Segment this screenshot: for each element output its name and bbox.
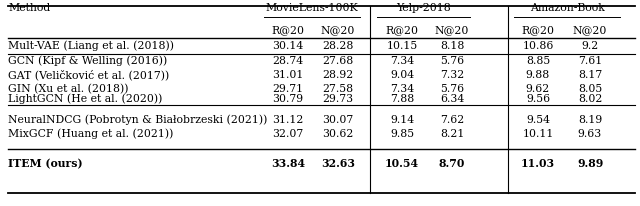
- Text: 6.34: 6.34: [440, 94, 464, 103]
- Text: 30.79: 30.79: [273, 94, 303, 103]
- Text: 8.21: 8.21: [440, 128, 464, 138]
- Text: 7.61: 7.61: [578, 56, 602, 66]
- Text: 31.01: 31.01: [272, 70, 304, 80]
- Text: LightGCN (He et al. (2020)): LightGCN (He et al. (2020)): [8, 93, 163, 103]
- Text: 32.63: 32.63: [321, 157, 355, 168]
- Text: R@20: R@20: [385, 25, 419, 35]
- Text: MovieLens-100K: MovieLens-100K: [266, 3, 358, 13]
- Text: 27.68: 27.68: [323, 56, 354, 66]
- Text: 7.32: 7.32: [440, 70, 464, 80]
- Text: N@20: N@20: [321, 25, 355, 35]
- Text: 8.17: 8.17: [578, 70, 602, 80]
- Text: R@20: R@20: [522, 25, 554, 35]
- Text: 7.34: 7.34: [390, 84, 414, 94]
- Text: 7.62: 7.62: [440, 115, 464, 124]
- Text: 8.05: 8.05: [578, 84, 602, 94]
- Text: 30.14: 30.14: [273, 41, 303, 51]
- Text: Mult-VAE (Liang et al. (2018)): Mult-VAE (Liang et al. (2018)): [8, 40, 174, 51]
- Text: 27.58: 27.58: [323, 84, 353, 94]
- Text: 10.54: 10.54: [385, 157, 419, 168]
- Text: 5.76: 5.76: [440, 56, 464, 66]
- Text: 10.86: 10.86: [522, 41, 554, 51]
- Text: 9.63: 9.63: [578, 128, 602, 138]
- Text: 8.18: 8.18: [440, 41, 464, 51]
- Text: 8.70: 8.70: [439, 157, 465, 168]
- Text: N@20: N@20: [573, 25, 607, 35]
- Text: 9.88: 9.88: [526, 70, 550, 80]
- Text: 9.85: 9.85: [390, 128, 414, 138]
- Text: MixGCF (Huang et al. (2021)): MixGCF (Huang et al. (2021)): [8, 128, 173, 138]
- Text: GAT (Veličković et al. (2017)): GAT (Veličković et al. (2017)): [8, 69, 169, 80]
- Text: 9.14: 9.14: [390, 115, 414, 124]
- Text: R@20: R@20: [271, 25, 305, 35]
- Text: 29.73: 29.73: [323, 94, 353, 103]
- Text: 8.19: 8.19: [578, 115, 602, 124]
- Text: 11.03: 11.03: [521, 157, 555, 168]
- Text: 30.07: 30.07: [323, 115, 354, 124]
- Text: 9.2: 9.2: [581, 41, 598, 51]
- Text: Method: Method: [8, 3, 51, 13]
- Text: 10.11: 10.11: [522, 128, 554, 138]
- Text: 7.88: 7.88: [390, 94, 414, 103]
- Text: 30.62: 30.62: [323, 128, 354, 138]
- Text: 9.54: 9.54: [526, 115, 550, 124]
- Text: 28.92: 28.92: [323, 70, 354, 80]
- Text: 9.04: 9.04: [390, 70, 414, 80]
- Text: 29.71: 29.71: [273, 84, 303, 94]
- Text: GIN (Xu et al. (2018)): GIN (Xu et al. (2018)): [8, 83, 129, 94]
- Text: N@20: N@20: [435, 25, 469, 35]
- Text: GCN (Kipf & Welling (2016)): GCN (Kipf & Welling (2016)): [8, 55, 167, 66]
- Text: 10.15: 10.15: [387, 41, 418, 51]
- Text: 7.34: 7.34: [390, 56, 414, 66]
- Text: 8.85: 8.85: [526, 56, 550, 66]
- Text: 32.07: 32.07: [273, 128, 303, 138]
- Text: 33.84: 33.84: [271, 157, 305, 168]
- Text: NeuralNDCG (Pobrotyn & Białobrzeski (2021)): NeuralNDCG (Pobrotyn & Białobrzeski (202…: [8, 114, 268, 124]
- Text: 5.76: 5.76: [440, 84, 464, 94]
- Text: 9.62: 9.62: [526, 84, 550, 94]
- Text: Amazon-Book: Amazon-Book: [529, 3, 604, 13]
- Text: 28.28: 28.28: [323, 41, 354, 51]
- Text: ITEM (ours): ITEM (ours): [8, 157, 83, 168]
- Text: 28.74: 28.74: [273, 56, 303, 66]
- Text: 9.56: 9.56: [526, 94, 550, 103]
- Text: 8.02: 8.02: [578, 94, 602, 103]
- Text: 9.89: 9.89: [577, 157, 603, 168]
- Text: Yelp-2018: Yelp-2018: [396, 3, 451, 13]
- Text: 31.12: 31.12: [272, 115, 304, 124]
